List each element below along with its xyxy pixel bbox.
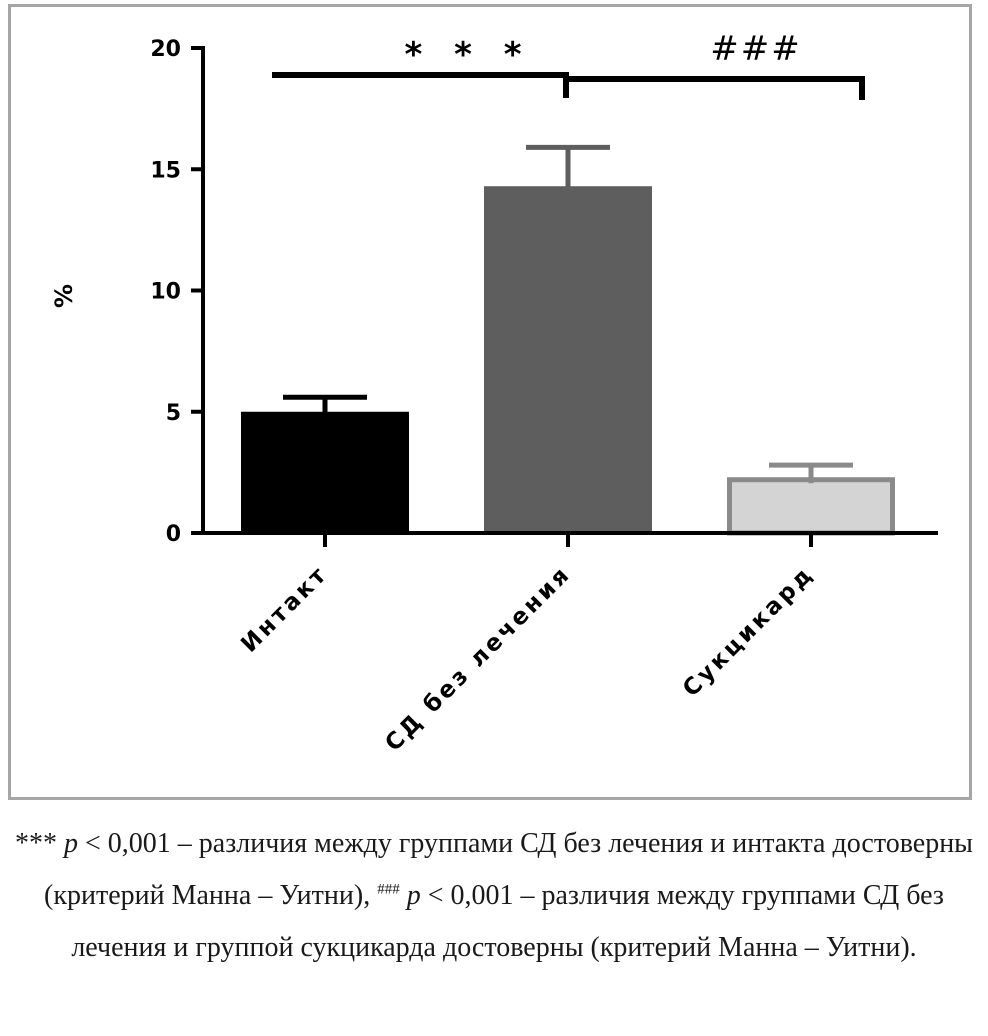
y-tick-label: 0	[166, 522, 181, 547]
bar	[484, 186, 652, 533]
significance-label: ###	[710, 29, 801, 69]
significance-bracket	[566, 76, 865, 100]
chart-frame	[8, 4, 972, 800]
bars	[241, 144, 895, 536]
y-tick-label: 10	[150, 280, 181, 305]
caption-p-2: p	[406, 880, 421, 911]
significance-label: * * *	[404, 35, 531, 75]
y-axis: 0 5 10 15 20	[150, 37, 205, 547]
x-tick-label: Сукцикард	[678, 561, 819, 702]
y-axis-label: %	[50, 284, 78, 308]
caption-marks-1: ***	[14, 828, 57, 859]
y-tick-label: 5	[166, 401, 181, 426]
caption-marks-2: ###	[377, 881, 400, 898]
caption-text-2: < 0,001 – различия между группами СД без…	[71, 880, 944, 963]
x-axis: Интакт СД без лечения Сукцикард	[203, 531, 938, 757]
y-tick-label: 15	[150, 158, 181, 183]
x-tick-label: СД без лечения	[380, 561, 576, 757]
bar	[241, 411, 409, 533]
bar-chart: 0 5 10 15 20 Интакт СД без лечения Сукцикард *…	[50, 29, 938, 757]
x-tick-label: Интакт	[236, 561, 333, 658]
figure-caption: *** p < 0,001 – различия между группами …	[0, 818, 988, 974]
caption-p-1: p	[63, 828, 78, 859]
significance-brackets: * * * ###	[272, 29, 865, 100]
y-tick-label: 20	[150, 37, 181, 62]
caption-text-1: < 0,001 – различия между группами СД без…	[44, 828, 973, 911]
bar	[727, 477, 895, 536]
significance-bracket	[272, 72, 569, 98]
